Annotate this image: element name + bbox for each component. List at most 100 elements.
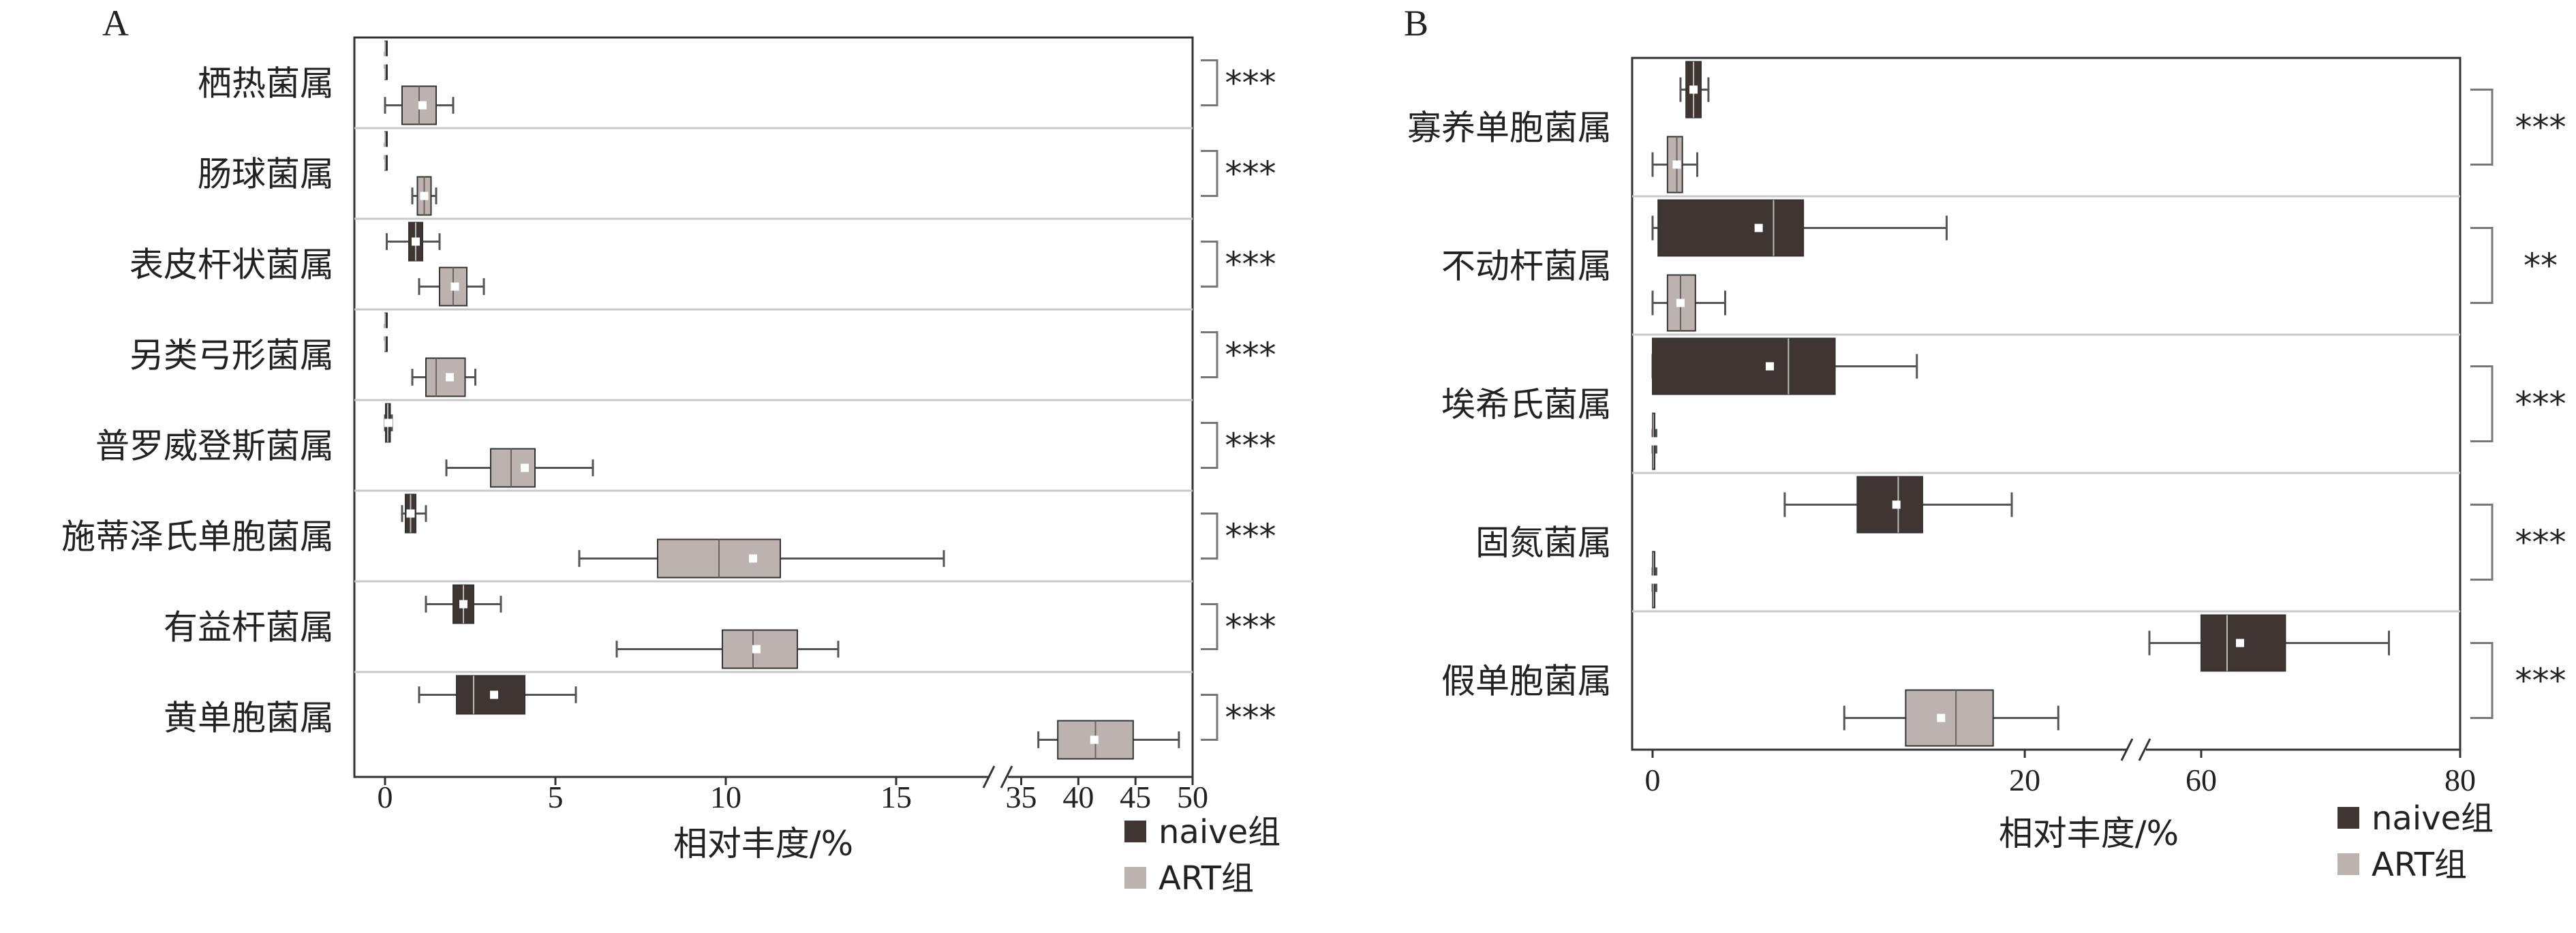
mean-marker (381, 56, 390, 65)
axis-break-mark (1000, 765, 1013, 789)
significance-bracket (2470, 642, 2494, 719)
legend-swatch (2337, 853, 2359, 875)
axis-break-mark (2120, 738, 2134, 761)
panel-label: A (102, 3, 129, 44)
category-label: 普罗威登斯菌属 (95, 427, 334, 466)
mean-marker (412, 237, 420, 246)
significance-bracket (1201, 241, 1218, 288)
category-label: 寡养单胞菌属 (1407, 108, 1612, 148)
mean-marker (752, 645, 761, 654)
category-label: 施蒂泽氏单胞菌属 (61, 517, 334, 557)
x-tick-label: 0 (378, 780, 393, 814)
category-label: 栖热菌属 (198, 64, 334, 104)
mean-marker (521, 463, 529, 472)
mean-marker (1766, 362, 1775, 371)
x-tick-label: 20 (2009, 763, 2040, 797)
significance-label: *** (2515, 384, 2566, 424)
significance-label: *** (2515, 661, 2566, 701)
mean-marker (490, 690, 498, 699)
box (425, 357, 466, 397)
x-tick-label: 5 (548, 780, 564, 814)
mean-marker (459, 600, 467, 609)
mean-marker (1649, 437, 1658, 446)
category-label: 黄单胞菌属 (164, 699, 334, 738)
significance-bracket (2470, 227, 2494, 304)
mean-marker (381, 147, 390, 155)
mean-marker (1892, 500, 1901, 509)
legend-label: naive组 (2372, 799, 2494, 838)
significance-label: *** (1225, 517, 1276, 556)
mean-marker (1689, 85, 1698, 94)
significance-label: ** (2524, 246, 2558, 286)
significance-label: *** (2515, 108, 2566, 147)
significance-label: *** (1225, 698, 1276, 737)
panel-b: B 0 20 60 80 相对丰度/% 寡养单胞菌属 *** 不动杆菌属 ** 埃希氏菌属 *** 固氮… (1404, 3, 2566, 884)
mean-marker (446, 373, 454, 382)
box (1657, 199, 1805, 257)
mean-marker (384, 418, 393, 427)
mean-marker (418, 101, 427, 110)
panel-label: B (1404, 3, 1428, 44)
significance-label: *** (1225, 335, 1276, 375)
x-tick-label: 35 (1006, 780, 1037, 814)
plot-frame (353, 36, 1194, 778)
x-tick-label: 10 (710, 780, 741, 814)
x-tick-label: 45 (1120, 780, 1151, 814)
mean-marker (749, 554, 757, 563)
significance-bracket (2470, 89, 2494, 166)
category-label: 埃希氏菌属 (1441, 385, 1612, 425)
x-tick-label: 50 (1177, 780, 1208, 814)
legend-label: naive组 (1159, 813, 1281, 851)
mean-marker (406, 509, 415, 518)
mean-marker (1754, 224, 1763, 232)
axis-break-gap (2127, 746, 2146, 754)
legend-label: ART组 (2372, 846, 2467, 884)
significance-bracket (1201, 331, 1218, 378)
x-axis-label: 相对丰度/% (1999, 814, 2179, 853)
mean-marker (1672, 160, 1681, 169)
axis-break-mark (2138, 738, 2151, 761)
box (1905, 689, 1994, 747)
x-tick-label: 80 (2444, 763, 2476, 797)
mean-marker (1676, 299, 1685, 307)
significance-bracket (2470, 504, 2494, 581)
significance-label: *** (1225, 154, 1276, 194)
x-tick-label: 15 (880, 780, 912, 814)
significance-label: *** (1225, 607, 1276, 647)
legend-label: ART组 (1159, 859, 1254, 898)
box (1856, 476, 1923, 534)
significance-bracket (2470, 365, 2494, 442)
axis-break-gap (989, 773, 1008, 781)
mean-marker (1090, 735, 1099, 744)
x-tick-label: 0 (1645, 763, 1661, 797)
significance-bracket (1201, 150, 1218, 197)
category-label: 假单胞菌属 (1441, 662, 1612, 701)
mean-marker (420, 192, 429, 200)
x-tick-label: 40 (1062, 780, 1094, 814)
significance-label: *** (2515, 523, 2566, 562)
x-axis-label: 相对丰度/% (673, 824, 853, 863)
category-label: 有益杆菌属 (164, 608, 334, 647)
mean-marker (450, 282, 459, 291)
mean-marker (381, 328, 390, 337)
axis-break-mark (982, 765, 996, 789)
legend-swatch (1124, 867, 1146, 889)
significance-bracket (1201, 513, 1218, 560)
mean-marker (1649, 575, 1658, 584)
mean-marker (2236, 639, 2244, 647)
legend-swatch (1124, 821, 1146, 842)
category-label: 肠球菌属 (198, 155, 334, 194)
plot-frame (1631, 57, 2462, 751)
category-label: 表皮杆状菌属 (129, 245, 334, 285)
significance-bracket (1201, 59, 1218, 106)
significance-bracket (1201, 603, 1218, 650)
legend-swatch (2337, 807, 2359, 829)
mean-marker (1937, 714, 1946, 722)
category-label: 另类弓形菌属 (129, 336, 334, 376)
category-label: 固氮菌属 (1475, 523, 1612, 563)
category-label: 不动杆菌属 (1441, 247, 1612, 286)
significance-bracket (1201, 422, 1218, 469)
significance-bracket (1201, 694, 1218, 741)
x-tick-label: 60 (2186, 763, 2217, 797)
